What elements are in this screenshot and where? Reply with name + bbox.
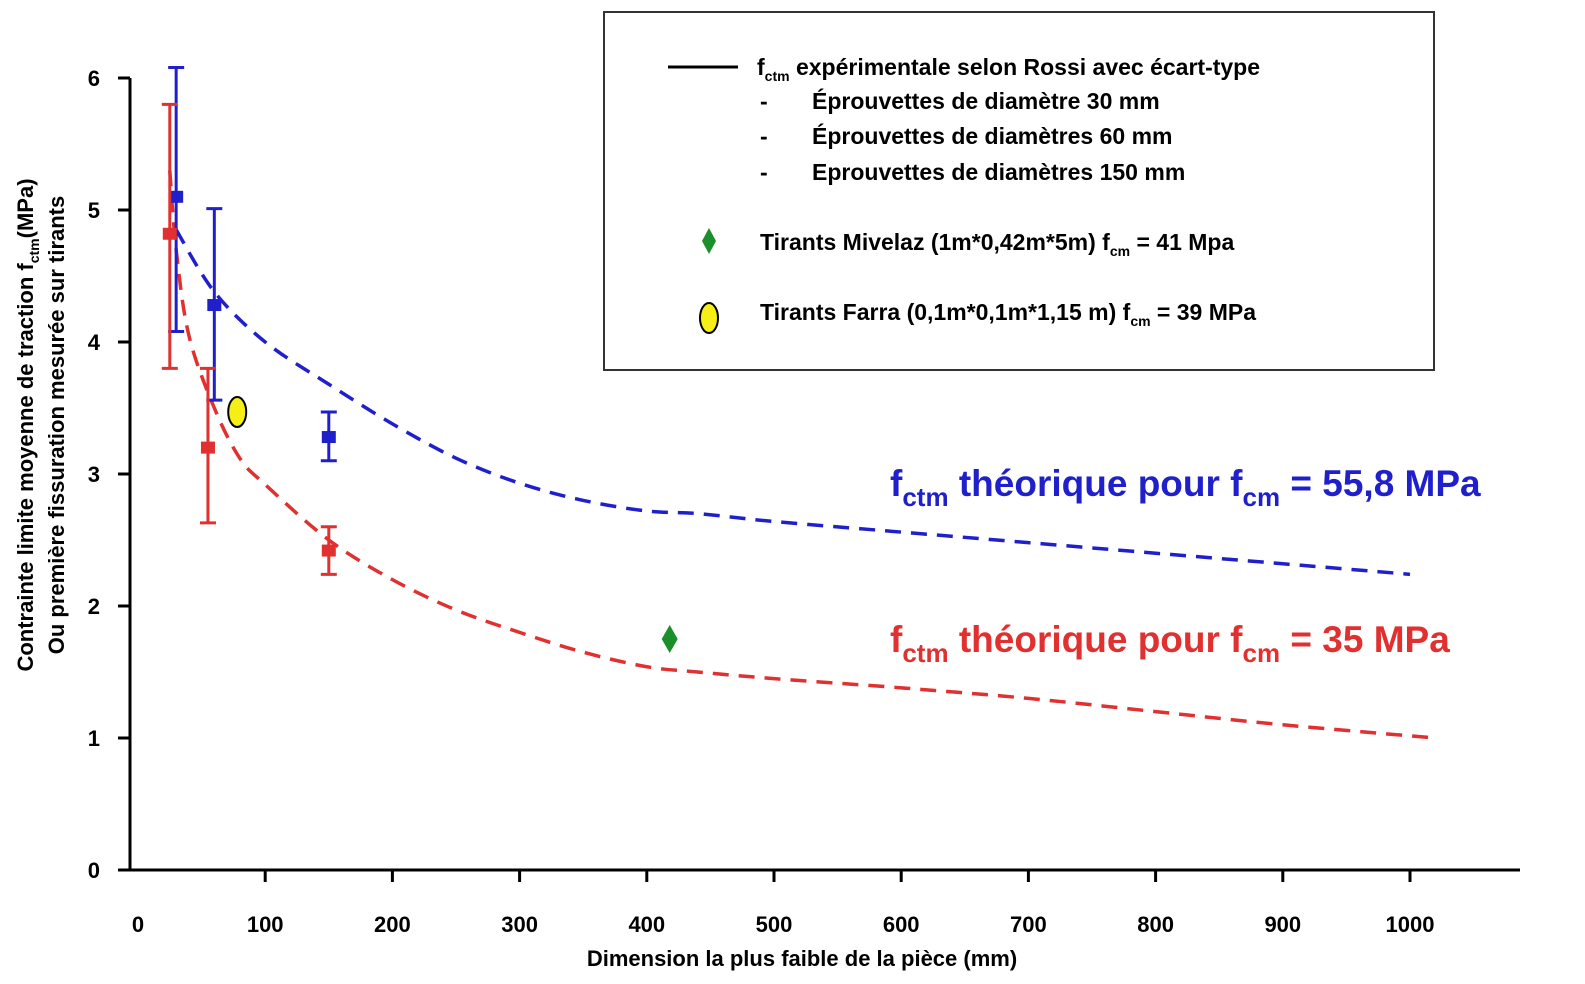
axes: 0 1 2 3 4 5 6 0 100 200 300 400 500 600 700 800 900 1000 — [88, 66, 1520, 937]
svg-text:Contrainte limite moyenne de t: Contrainte limite moyenne de traction fc… — [13, 178, 42, 671]
legend-box — [603, 11, 1435, 371]
x-tick-label-300: 300 — [501, 912, 538, 937]
legend-subitem-3: Eprouvettes de diamètres 150 mm — [812, 159, 1185, 185]
y-tick-label-3: 3 — [88, 462, 100, 487]
legend: fctm expérimentale selon Rossi avec écar… — [603, 11, 1435, 371]
legend-subitem-1: Éprouvettes de diamètre 30 mm — [812, 87, 1160, 114]
x-tick-label-100: 100 — [247, 912, 284, 937]
y-tick-label-0: 0 — [88, 858, 100, 883]
theory-curve-0 — [174, 228, 1411, 577]
legend-diamond-icon — [702, 228, 716, 254]
error-bar-point — [169, 190, 184, 203]
error-bar-point — [321, 431, 336, 444]
marker-farra — [227, 395, 248, 428]
x-tick-label-800: 800 — [1137, 912, 1174, 937]
x-tick-label-500: 500 — [756, 912, 793, 937]
y-axis-title-line1-main: Contrainte limite moyenne de traction f — [13, 263, 38, 672]
error-bar-point — [162, 227, 177, 240]
x-tick-label-900: 900 — [1264, 912, 1301, 937]
error-bar-0-2 — [320, 410, 337, 463]
y-axis-title: Contrainte limite moyenne de traction fc… — [13, 178, 69, 671]
error-bar-point — [321, 544, 336, 557]
y-axis-title-line1-sub: ctm — [26, 238, 42, 263]
legend-dash-1: - — [760, 88, 768, 114]
legend-entry-mivelaz: Tirants Mivelaz (1m*0,42m*5m) fcm = 41 M… — [760, 229, 1234, 259]
error-bar-point — [207, 299, 222, 312]
x-tick-label-0: 0 — [132, 912, 144, 937]
theory-curves — [168, 170, 1436, 740]
legend-dash-3: - — [760, 159, 768, 185]
marker-mivelaz — [661, 625, 678, 653]
x-tick-label-600: 600 — [883, 912, 920, 937]
error-bar-1-2 — [320, 525, 337, 576]
error-bar-point — [200, 441, 215, 454]
y-axis-title-line2: Ou première fissuration mesurée sur tira… — [44, 196, 69, 655]
curve-label-red: fctm théorique pour fcm = 35 MPa — [890, 619, 1450, 668]
y-tick-label-4: 4 — [88, 330, 101, 355]
x-tick-label-700: 700 — [1010, 912, 1047, 937]
x-tick-label-400: 400 — [628, 912, 665, 937]
error-bar-1-1 — [199, 366, 216, 525]
y-tick-label-6: 6 — [88, 66, 100, 91]
x-tick-label-200: 200 — [374, 912, 411, 937]
curve-label-blue: fctm théorique pour fcm = 55,8 MPa — [890, 463, 1481, 512]
markers — [227, 395, 678, 653]
error-bar-1-0 — [161, 102, 178, 370]
legend-entry-experimental: fctm expérimentale selon Rossi avec écar… — [757, 54, 1260, 84]
y-tick-label-5: 5 — [88, 198, 100, 223]
legend-dash-2: - — [760, 123, 768, 149]
theory-curve-1 — [168, 170, 1436, 740]
legend-subitem-2: Éprouvettes de diamètres 60 mm — [812, 122, 1172, 149]
error-bars — [161, 65, 337, 576]
x-axis-title: Dimension la plus faible de la pièce (mm… — [587, 946, 1017, 971]
y-axis-title-line1-unit: (MPa) — [13, 178, 38, 238]
y-tick-label-1: 1 — [88, 726, 100, 751]
y-tick-label-2: 2 — [88, 594, 100, 619]
legend-entry-farra: Tirants Farra (0,1m*0,1m*1,15 m) fcm = 3… — [760, 299, 1256, 329]
legend-ellipse-icon — [699, 302, 719, 334]
x-tick-label-1000: 1000 — [1386, 912, 1435, 937]
